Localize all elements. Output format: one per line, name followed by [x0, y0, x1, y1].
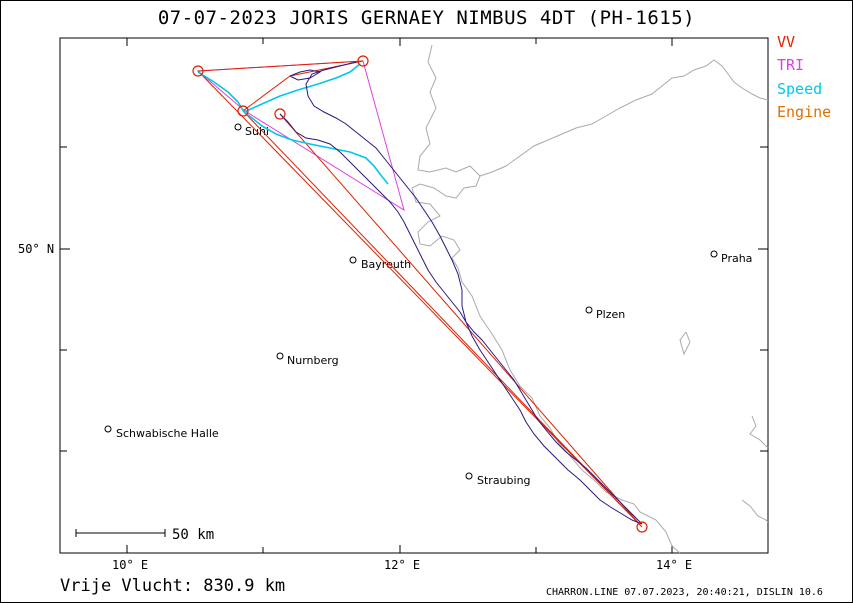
turnpoint-1	[192, 65, 204, 77]
city-marker-schwabische-halle	[104, 425, 112, 433]
plot-border	[59, 37, 769, 554]
free-flight-distance: Vrije Vlucht: 830.9 km	[60, 576, 286, 596]
city-label-schwabische-halle: Schwabische Halle	[116, 427, 219, 440]
flight-track	[279, 61, 643, 525]
turnpoint-far	[636, 521, 648, 533]
city-marker-praha	[710, 250, 718, 258]
city-label-plzen: Plzen	[596, 308, 625, 321]
x-axis-label-12: 12° E	[384, 558, 420, 572]
city-label-straubing: Straubing	[477, 474, 531, 487]
scale-bar	[75, 529, 166, 537]
city-marker-nurnberg	[276, 352, 284, 360]
border-north	[479, 59, 769, 177]
city-label-praha: Praha	[721, 252, 752, 265]
legend-vv: VV	[777, 33, 796, 51]
map-title: 07-07-2023 JORIS GERNAEY NIMBUS 4DT (PH-…	[157, 7, 696, 29]
border-east	[679, 331, 769, 523]
city-marker-suhl	[234, 123, 242, 131]
legend-speed: Speed	[777, 80, 823, 98]
y-axis-label: 50° N	[18, 242, 54, 256]
scale-bar-label: 50 km	[172, 527, 214, 543]
speed-segment	[197, 63, 389, 185]
city-marker-straubing	[465, 472, 473, 480]
x-axis-label-10: 10° E	[112, 558, 148, 572]
turnpoint-start	[274, 108, 286, 120]
city-label-nurnberg: Nurnberg	[287, 354, 339, 367]
turnpoint-2	[357, 55, 369, 67]
city-marker-plzen	[585, 306, 593, 314]
footer-info: CHARRON.LINE 07.07.2023, 20:40:21, DISLI…	[546, 587, 823, 598]
city-marker-bayreuth	[349, 256, 357, 264]
x-axis-label-14: 14° E	[656, 558, 692, 572]
legend-tri: TRI	[777, 56, 805, 74]
country-border	[411, 44, 681, 554]
legend-engine: Engine	[777, 103, 832, 121]
turnpoint-3	[237, 105, 249, 117]
axis-ticks	[60, 38, 768, 553]
